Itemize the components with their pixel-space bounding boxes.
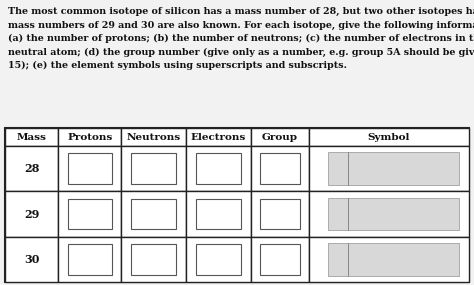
Bar <box>186 128 251 146</box>
Text: Group: Group <box>262 133 298 141</box>
Bar <box>260 199 300 229</box>
Bar <box>58 237 121 282</box>
Bar <box>251 237 309 282</box>
Bar <box>58 128 121 146</box>
Text: 15); (e) the element symbols using superscripts and subscripts.: 15); (e) the element symbols using super… <box>8 61 347 70</box>
Bar <box>186 191 251 237</box>
Bar <box>68 153 111 184</box>
Bar <box>309 237 469 282</box>
Bar <box>328 243 459 276</box>
Bar <box>251 191 309 237</box>
Text: Mass: Mass <box>17 133 46 141</box>
Text: The most common isotope of silicon has a mass number of 28, but two other isotop: The most common isotope of silicon has a… <box>8 7 474 16</box>
Bar <box>5 128 58 146</box>
Bar <box>131 199 176 229</box>
Bar <box>251 128 309 146</box>
Bar <box>131 244 176 275</box>
Bar <box>251 146 309 191</box>
Bar <box>121 128 186 146</box>
Bar <box>186 146 251 191</box>
Bar <box>121 146 186 191</box>
Bar <box>5 191 58 237</box>
Text: Electrons: Electrons <box>191 133 246 141</box>
Bar <box>196 244 241 275</box>
Bar <box>121 237 186 282</box>
Bar <box>328 152 459 185</box>
Text: 30: 30 <box>24 254 39 265</box>
Text: 28: 28 <box>24 163 39 174</box>
Text: 29: 29 <box>24 209 39 219</box>
Bar <box>5 128 469 282</box>
Bar <box>196 153 241 184</box>
Bar <box>68 244 111 275</box>
Bar <box>260 153 300 184</box>
Text: Protons: Protons <box>67 133 112 141</box>
Bar <box>58 146 121 191</box>
Bar <box>186 237 251 282</box>
Bar <box>121 191 186 237</box>
Bar <box>68 199 111 229</box>
Text: Symbol: Symbol <box>368 133 410 141</box>
Bar <box>309 191 469 237</box>
Bar <box>58 191 121 237</box>
Bar <box>309 128 469 146</box>
Text: neutral atom; (d) the group number (give only as a number, e.g. group 5A should : neutral atom; (d) the group number (give… <box>8 48 474 57</box>
Text: Neutrons: Neutrons <box>127 133 181 141</box>
Bar <box>196 199 241 229</box>
Bar <box>328 198 459 230</box>
Bar <box>260 244 300 275</box>
Text: (a) the number of protons; (b) the number of neutrons; (c) the number of electro: (a) the number of protons; (b) the numbe… <box>8 34 474 43</box>
Bar <box>5 146 58 191</box>
Bar <box>131 153 176 184</box>
Bar <box>309 146 469 191</box>
Bar <box>5 237 58 282</box>
Text: mass numbers of 29 and 30 are also known. For each isotope, give the following i: mass numbers of 29 and 30 are also known… <box>8 21 474 30</box>
